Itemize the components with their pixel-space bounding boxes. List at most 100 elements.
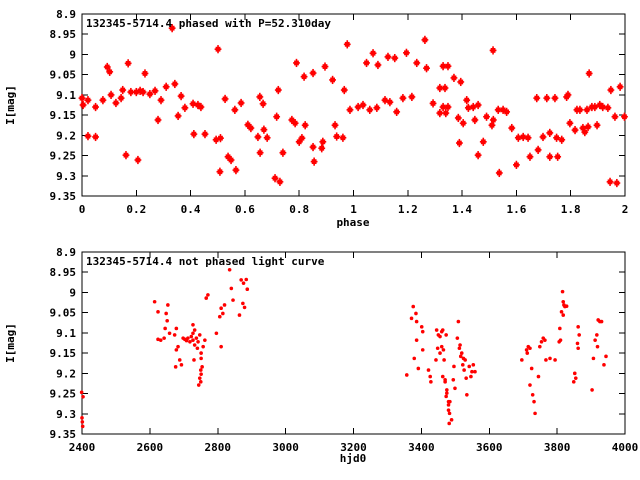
data-point-marker [526, 152, 534, 161]
data-point-marker [79, 390, 84, 395]
data-point-marker [106, 67, 114, 76]
data-point-marker [585, 69, 593, 78]
data-point-marker [599, 319, 604, 324]
data-point-marker [227, 155, 235, 165]
x-tick-label: 4000 [612, 441, 639, 454]
data-point-marker [79, 100, 87, 110]
y-tick-label: 9.25 [50, 388, 77, 401]
data-point-marker [103, 62, 111, 72]
data-point-marker [412, 356, 417, 361]
data-point-marker [242, 305, 247, 310]
data-point-marker [455, 138, 463, 148]
data-point-marker [434, 358, 438, 362]
data-point-marker [546, 152, 554, 161]
data-point-marker [363, 58, 370, 68]
data-point-marker [194, 336, 199, 340]
data-point-marker [581, 127, 589, 137]
data-point-marker [78, 94, 86, 103]
data-point-marker [448, 399, 452, 404]
data-point-marker [434, 328, 439, 332]
data-point-marker [343, 40, 351, 49]
data-point-marker [192, 328, 197, 332]
data-point-marker [571, 125, 579, 135]
data-point-marker [593, 338, 597, 342]
data-point-marker [162, 336, 166, 340]
data-point-marker [80, 420, 85, 424]
data-point-marker [333, 132, 341, 141]
x-tick-label: 3200 [340, 441, 367, 454]
data-point-marker [473, 369, 477, 374]
data-point-marker [559, 310, 564, 314]
data-point-marker [237, 313, 242, 317]
data-point-marker [495, 168, 503, 178]
data-point-marker [196, 339, 200, 344]
data-point-marker [447, 411, 452, 416]
data-point-marker [551, 94, 559, 103]
data-point-marker [92, 102, 99, 112]
data-point-marker [369, 49, 377, 58]
data-point-marker [92, 132, 99, 142]
data-point-marker [293, 58, 300, 68]
data-point-marker [536, 374, 541, 379]
data-point-marker [483, 112, 490, 121]
data-point-marker [241, 281, 246, 285]
data-point-marker [524, 133, 532, 142]
data-point-marker [460, 363, 465, 367]
data-point-marker [319, 137, 327, 146]
data-point-marker [438, 351, 442, 355]
data-point-marker [192, 358, 196, 362]
data-point-marker [276, 177, 284, 186]
phased-plot-xlabel: phase [336, 216, 369, 229]
x-tick-label: 0.8 [289, 203, 309, 216]
data-point-marker [572, 371, 577, 376]
data-point-marker [260, 125, 268, 134]
data-point-marker [177, 92, 185, 101]
x-tick-label: 3400 [408, 441, 435, 454]
data-point-marker [595, 344, 600, 349]
data-point-marker [141, 69, 149, 78]
data-point-marker [524, 348, 529, 352]
data-point-marker [81, 394, 85, 399]
data-point-marker [564, 304, 569, 308]
data-point-marker [393, 107, 401, 116]
data-point-marker [604, 103, 612, 112]
y-tick-label: 9.3 [56, 170, 76, 183]
data-point-marker [232, 166, 240, 175]
phased-plot-ylabel: I[mag] [4, 85, 17, 125]
data-point-marker [590, 388, 594, 392]
data-point-marker [231, 105, 239, 114]
data-point-marker [122, 151, 130, 160]
x-tick-label: 0.6 [235, 203, 255, 216]
x-tick-label: 1.8 [561, 203, 581, 216]
data-point-marker [583, 105, 591, 114]
y-tick-label: 8.95 [50, 266, 77, 279]
unphased-plot-title: 132345-5714.4 not phased light curve [86, 255, 325, 268]
data-point-marker [199, 372, 203, 376]
data-point-marker [291, 119, 299, 128]
data-point-marker [459, 119, 467, 128]
data-point-marker [288, 115, 296, 125]
data-point-marker [411, 304, 416, 309]
data-point-marker [458, 354, 463, 359]
data-point-marker [384, 52, 392, 61]
data-point-marker [146, 89, 154, 99]
unphased-light-curve-x-axis: 2400 2600 2800 3000 3200 3400 3600 3800 4000 [69, 252, 639, 454]
data-point-marker [254, 132, 262, 142]
data-point-marker [408, 92, 416, 102]
data-point-marker [447, 421, 452, 426]
data-point-marker [329, 75, 336, 85]
data-point-marker [576, 105, 584, 114]
data-point-marker [80, 416, 84, 420]
data-point-marker [453, 386, 457, 391]
data-point-marker [164, 311, 168, 316]
data-point-marker [576, 346, 580, 351]
data-point-marker [426, 368, 431, 372]
data-point-marker [174, 111, 182, 121]
data-point-marker [575, 341, 580, 346]
data-point-marker [514, 133, 522, 142]
data-point-marker [310, 157, 318, 166]
data-point-marker [438, 334, 442, 339]
data-point-marker [446, 408, 451, 412]
x-tick-label: 2400 [69, 441, 96, 454]
